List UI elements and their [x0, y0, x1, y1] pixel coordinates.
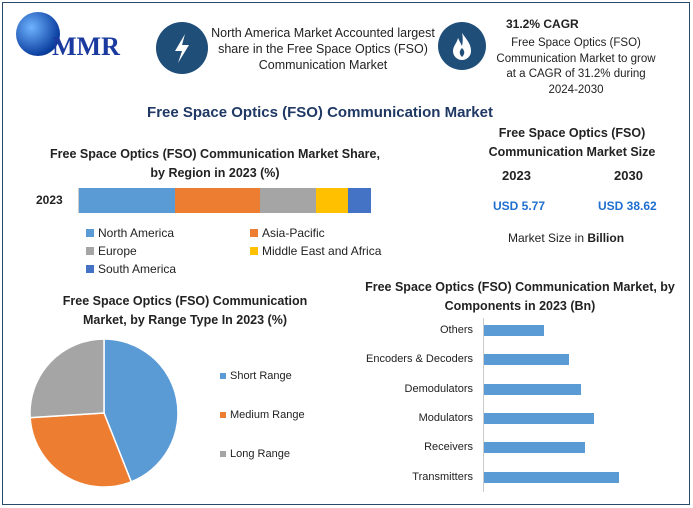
component-bar [484, 383, 581, 395]
legend-swatch [86, 229, 94, 237]
range-pie-chart [29, 338, 179, 488]
globe-icon [16, 12, 60, 56]
note-unit: Billion [587, 231, 625, 245]
component-bar [484, 354, 569, 366]
component-label: Transmitters [412, 470, 473, 483]
legend-swatch [220, 451, 226, 457]
region-legend-item: South America [86, 262, 176, 276]
components-chart-title: Free Space Optics (FSO) Communication Ma… [365, 280, 675, 313]
legend-swatch [250, 229, 258, 237]
north-america-fact: North America Market Accounted largest s… [211, 26, 435, 72]
region-stacked-bar [78, 188, 371, 213]
year-2030: 2030 [614, 168, 643, 183]
component-bar [484, 471, 619, 483]
component-label: Others [439, 324, 473, 336]
component-bar [484, 442, 585, 454]
region-chart-title: Free Space Optics (FSO) Communication Ma… [50, 147, 380, 180]
range-legend-item: Medium Range [220, 409, 305, 421]
legend-label: Medium Range [230, 409, 305, 421]
legend-swatch [220, 373, 226, 379]
pie-slice-medium-range [29, 412, 133, 488]
mmr-logo: MMR [14, 12, 124, 62]
legend-label: Europe [98, 244, 137, 258]
legend-label: Short Range [230, 370, 292, 382]
legend-label: Middle East and Africa [262, 244, 382, 258]
note-prefix: Market Size in [508, 231, 588, 245]
value-2030: USD 38.62 [598, 199, 657, 213]
legend-swatch [250, 247, 258, 255]
region-segment-4 [347, 188, 371, 213]
component-label: Modulators [418, 411, 473, 424]
region-segment-2 [260, 188, 316, 213]
component-label: Encoders & Decoders [366, 353, 473, 366]
region-segment-0 [79, 188, 176, 213]
pie-slice-long-range [29, 338, 105, 419]
lightning-icon [156, 22, 208, 74]
legend-swatch [86, 265, 94, 273]
legend-swatch [86, 247, 94, 255]
cagr-title: 31.2% CAGR [506, 17, 579, 31]
region-legend-item: Europe [86, 244, 137, 258]
legend-label: South America [98, 262, 177, 276]
value-2023: USD 5.77 [493, 199, 546, 213]
region-segment-3 [315, 188, 348, 213]
region-legend-item: North America [86, 226, 174, 240]
region-legend-item: Middle East and Africa [250, 244, 381, 258]
range-chart-title: Free Space Optics (FSO) Communication Ma… [62, 294, 308, 327]
main-title: Free Space Optics (FSO) Communication Ma… [147, 104, 493, 121]
component-label: Demodulators [404, 382, 473, 395]
cagr-text: Free Space Optics (FSO) Communication Ma… [496, 37, 656, 96]
flame-icon [438, 22, 486, 70]
region-legend-item: Asia-Pacific [250, 226, 325, 240]
market-size-note: Market Size in Billion [508, 231, 624, 245]
legend-label: Asia-Pacific [262, 226, 325, 240]
component-bar [484, 325, 545, 336]
legend-swatch [220, 412, 226, 418]
pie-slice-short-range [103, 338, 179, 483]
region-segment-1 [175, 188, 261, 213]
range-legend-item: Short Range [220, 370, 292, 382]
component-label: Receivers [424, 441, 473, 454]
range-legend-item: Long Range [220, 448, 290, 460]
logo-text: MMR [52, 32, 120, 61]
legend-label: Long Range [230, 448, 290, 460]
region-bar-label: 2023 [36, 193, 63, 207]
component-bar [484, 412, 595, 424]
market-size-title: Free Space Optics (FSO) Communication Ma… [488, 126, 656, 159]
year-2023: 2023 [502, 168, 531, 183]
legend-label: North America [98, 226, 175, 240]
components-axis [483, 318, 484, 492]
